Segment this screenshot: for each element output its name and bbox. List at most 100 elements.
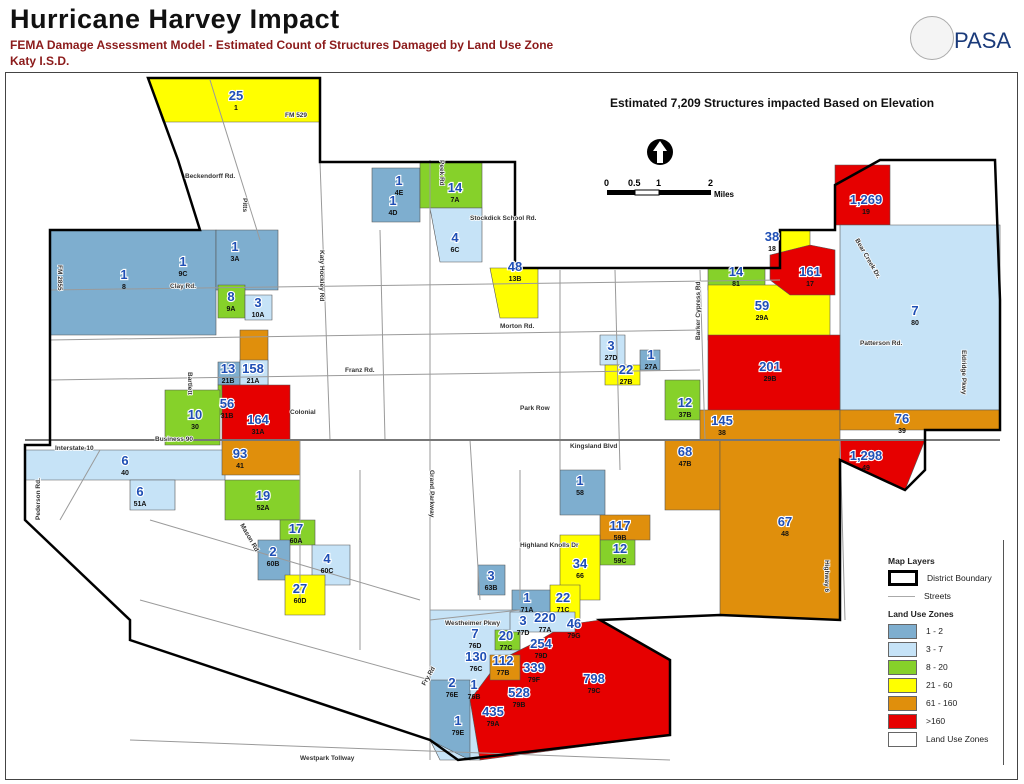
zone-id: 80 [911,320,919,327]
zone-id: 66 [576,573,584,580]
zone-count: 6 [121,453,128,468]
road-label: Bartlett [186,372,193,396]
road-label: Highway 6 [823,560,830,593]
zone-count: 20 [499,628,513,643]
zone-id: 41 [236,463,244,470]
legend-swatch [888,641,917,657]
zone-id: 51A [134,501,147,508]
zone-id: 79C [588,688,601,695]
street [59,449,101,521]
zone-id: 71C [557,607,570,614]
zone-id: 60C [321,568,334,575]
logo-text: PASA [954,28,1012,53]
road-label: Franz Rd. [345,367,375,374]
legend-label: >160 [926,716,946,726]
land-use-zone [129,479,176,511]
zone-count: 798 [583,671,605,686]
zone-count: 117 [610,518,631,533]
legend-label: 1 - 2 [926,626,944,636]
legend-item-class: 1 - 2 [888,622,992,640]
zone-id: 7A [451,197,460,204]
zone-id: 21B [222,378,235,385]
zone-count: 1 [470,677,477,692]
zone-count: 1 [389,193,396,208]
logo-people-icon [910,16,954,60]
road-label: Patterson Rd. [860,340,902,347]
legend-swatch [888,695,917,711]
legend-label: Streets [924,591,951,601]
road-labels: Interstate-10 Westheimer Pkwy Westpark Tol… [34,111,968,763]
legend-item-class: >160 [888,712,992,730]
zone-count: 19 [256,488,270,503]
zone-id: 17 [806,281,814,288]
zone-count: 10 [188,407,202,422]
zone-id: 60A [290,538,303,545]
zone-id: 10A [252,312,265,319]
zone-id: 77B [497,670,510,677]
road-label: Grand Parkway [428,470,435,518]
legend-label: 61 - 160 [926,698,958,708]
road-label: Clay Rd. [170,283,196,290]
street [429,609,521,621]
zone-count: 48 [508,259,522,274]
land-use-zone [429,207,483,263]
zone-id: 9A [227,306,236,313]
legend-label: 21 - 60 [926,680,953,690]
zone-count: 435 [482,704,504,719]
zone-count: 528 [508,685,530,700]
legend-label: District Boundary [927,573,992,583]
zone-id: 39 [898,428,906,435]
district-name: Katy I.S.D. [10,54,70,68]
north-arrow-icon [647,139,673,165]
zone-id: 60D [294,598,307,605]
land-use-zone [509,611,576,633]
zone-count: 1 [120,267,127,282]
zone-id: 19 [862,209,870,216]
land-use-zone [284,574,326,616]
map-title: Hurricane Harvey Impact [10,4,340,34]
scale-tick: 2 [708,178,713,188]
zone-label: 1,298 49 [849,447,884,472]
zone-count: 14 [448,180,463,195]
zone-count: 4 [323,551,331,566]
zone-id: 79G [567,633,581,640]
land-use-zone [477,564,506,596]
zone-count: 46 [567,616,581,631]
scale-tick: 0 [604,178,609,188]
zone-id: 77A [539,627,552,634]
zone-count: 76 [895,411,909,426]
zone-count: 1 [647,347,654,362]
zone-count: 2 [448,675,455,690]
zone-count: 56 [220,396,234,411]
zone-id: 76B [468,694,481,701]
legend-swatch [888,677,917,693]
zone-id: 76E [446,692,459,699]
zone-count: 34 [573,556,588,571]
zone-label: 14E [394,172,403,197]
street-swatch [888,595,915,597]
legend-swatch [888,623,917,639]
zone-count: 339 [523,660,545,675]
scale-tick: 1 [656,178,661,188]
legend-label: 8 - 20 [926,662,948,672]
zone-id: 63B [485,585,498,592]
zone-id: 29A [756,315,769,322]
street [129,739,671,761]
road-label: Eldridge Pkwy [960,350,967,395]
